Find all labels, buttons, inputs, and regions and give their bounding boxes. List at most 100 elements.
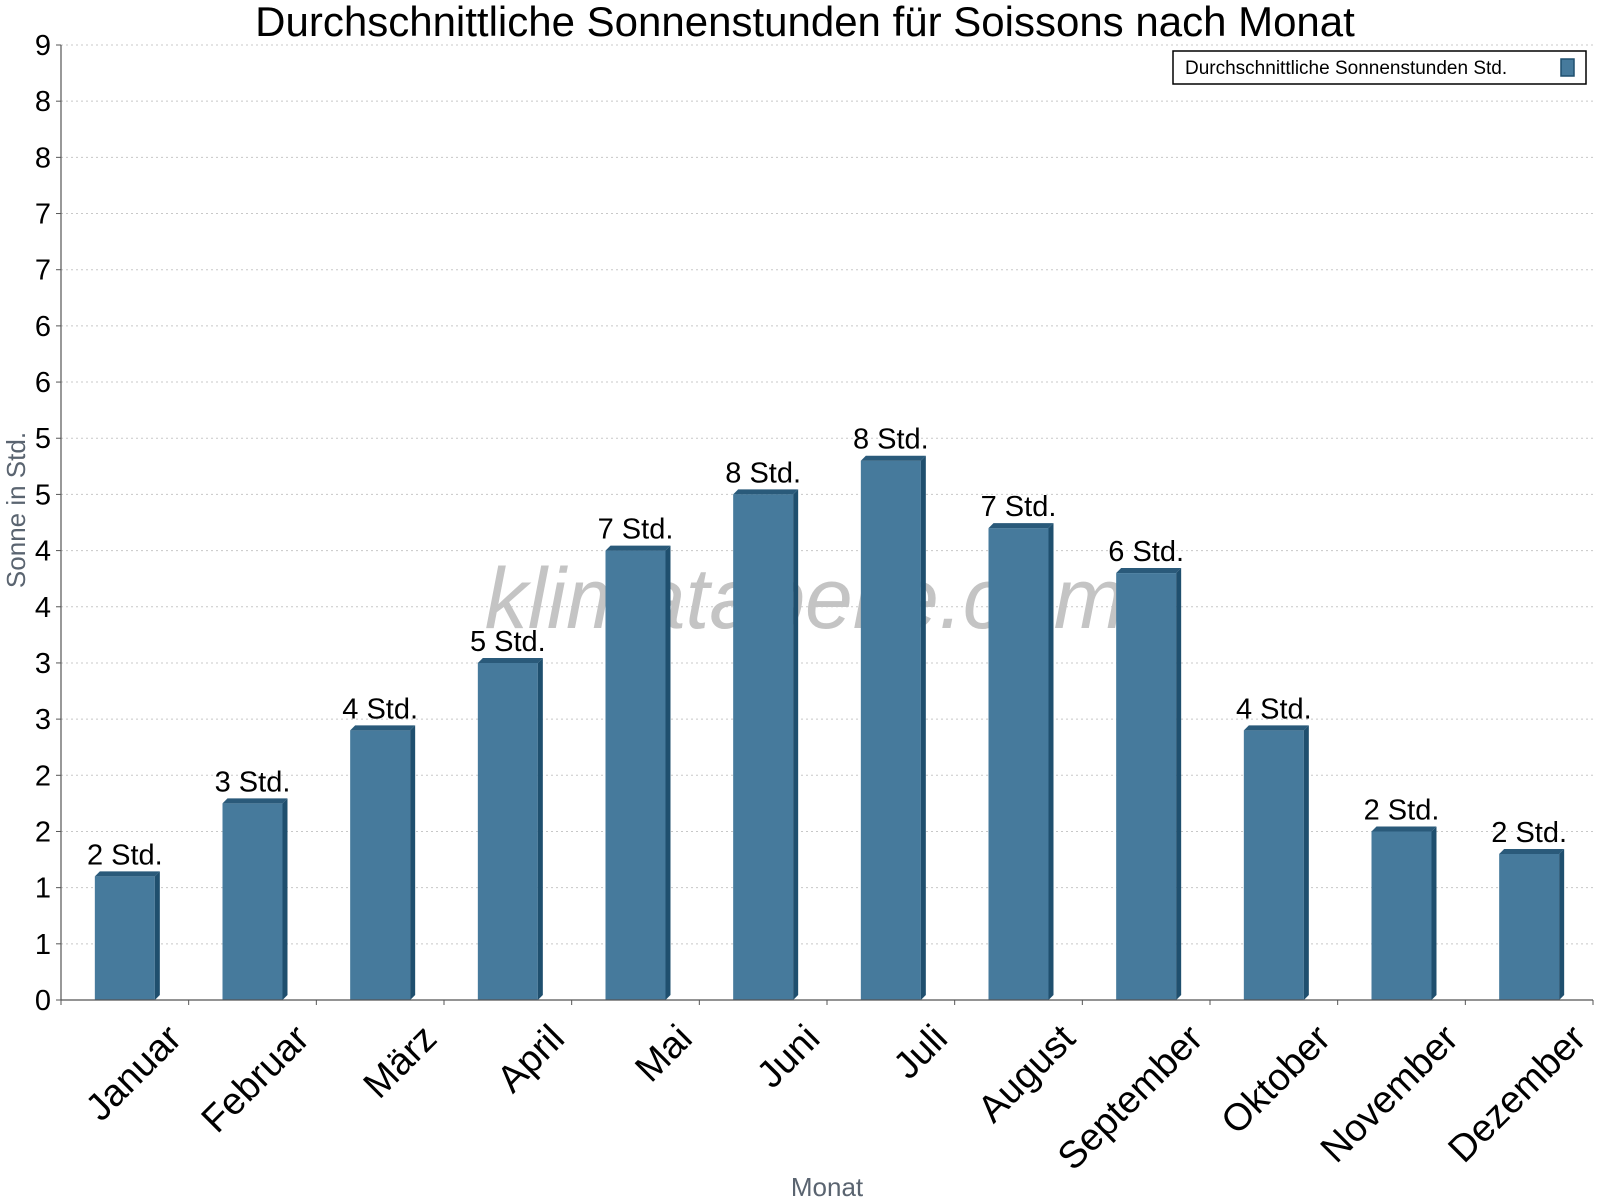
data-label: 5 Std. bbox=[470, 626, 546, 658]
bar-märz bbox=[350, 725, 416, 1000]
bar-top bbox=[1116, 568, 1182, 574]
x-axis-tick-labels: Januar Februar März April Mai Juni Juli AugustS… bbox=[78, 1017, 1594, 1178]
y-tick-label: 1 bbox=[35, 929, 51, 961]
bar-face bbox=[860, 460, 921, 1000]
x-tick-label: März bbox=[356, 1017, 445, 1106]
data-label: 8 Std. bbox=[725, 457, 801, 489]
bar-mai bbox=[605, 545, 671, 1000]
data-label: 3 Std. bbox=[215, 766, 291, 798]
bar-side bbox=[154, 871, 160, 1000]
bar-top bbox=[94, 871, 160, 877]
y-tick-label: 3 bbox=[35, 704, 51, 736]
data-label: 4 Std. bbox=[342, 693, 418, 725]
bar-side bbox=[665, 545, 671, 1000]
bar-juni bbox=[733, 489, 799, 1000]
bar-januar bbox=[94, 871, 160, 1000]
y-tick-label: 0 bbox=[35, 985, 51, 1017]
x-tick-label: April bbox=[489, 1017, 572, 1100]
bar-top bbox=[222, 798, 288, 804]
bar-side bbox=[282, 798, 288, 1000]
y-tick-label: 6 bbox=[35, 367, 51, 399]
bar-side bbox=[920, 455, 926, 1000]
x-tick-label: Juni bbox=[749, 1017, 828, 1096]
legend-box bbox=[1172, 50, 1587, 85]
bar-series bbox=[94, 455, 1565, 1000]
bar-top bbox=[988, 523, 1054, 529]
data-label: 2 Std. bbox=[1364, 794, 1440, 826]
bar-top bbox=[733, 489, 799, 495]
y-tick-label: 4 bbox=[35, 536, 51, 568]
y-tick-label: 7 bbox=[35, 199, 51, 231]
bar-top bbox=[605, 545, 671, 551]
bar-dezember bbox=[1499, 848, 1565, 1000]
x-tick-label: August bbox=[970, 1017, 1084, 1131]
y-tick-label: 6 bbox=[35, 311, 51, 343]
bar-face bbox=[988, 528, 1049, 1000]
y-axis-title: Sonne in Std. bbox=[1, 432, 31, 588]
bar-face bbox=[222, 803, 283, 1000]
bar-side bbox=[1559, 848, 1565, 1000]
bar-november bbox=[1371, 826, 1437, 1000]
bar-juli bbox=[860, 455, 926, 1000]
bar-top bbox=[860, 455, 926, 461]
legend-label: Durchschnittliche Sonnenstunden Std. bbox=[1185, 58, 1507, 79]
bar-side bbox=[410, 725, 416, 1000]
x-tick-label: Dezember bbox=[1441, 1017, 1595, 1171]
y-tick-label: 2 bbox=[35, 760, 51, 792]
bar-top bbox=[1371, 826, 1437, 832]
x-tick-label: Januar bbox=[78, 1017, 190, 1129]
y-tick-label: 2 bbox=[35, 816, 51, 848]
bar-april bbox=[477, 657, 543, 1000]
axes bbox=[56, 44, 1594, 1005]
y-tick-label: 4 bbox=[35, 592, 51, 624]
data-label: 7 Std. bbox=[598, 514, 674, 546]
data-label: 2 Std. bbox=[87, 839, 163, 871]
bar-face bbox=[1243, 730, 1304, 1000]
bar-oktober bbox=[1243, 725, 1309, 1000]
data-label: 6 Std. bbox=[1108, 536, 1184, 568]
y-tick-label: 3 bbox=[35, 648, 51, 680]
bar-face bbox=[605, 550, 666, 1000]
data-label: 8 Std. bbox=[853, 424, 929, 456]
y-tick-label: 1 bbox=[35, 873, 51, 905]
grid-lines bbox=[61, 44, 1593, 945]
bar-side bbox=[1176, 568, 1182, 1000]
bar-face bbox=[1116, 573, 1177, 1000]
bar-side bbox=[1048, 523, 1054, 1000]
x-tick-label: November bbox=[1313, 1017, 1467, 1171]
bar-face bbox=[350, 730, 411, 1000]
y-tick-label: 7 bbox=[35, 255, 51, 287]
bar-februar bbox=[222, 798, 288, 1000]
y-tick-label: 8 bbox=[35, 142, 51, 174]
x-tick-label: Juli bbox=[886, 1017, 956, 1087]
data-label: 4 Std. bbox=[1236, 693, 1312, 725]
x-axis-title: Monat bbox=[791, 1172, 864, 1200]
bar-side bbox=[1303, 725, 1309, 1000]
bar-top bbox=[1499, 848, 1565, 854]
bar-side bbox=[537, 657, 543, 1000]
bar-face bbox=[733, 494, 794, 1000]
legend-swatch bbox=[1560, 58, 1575, 77]
data-label: 7 Std. bbox=[981, 491, 1057, 523]
y-tick-label: 9 bbox=[35, 30, 51, 62]
x-tick-label: Oktober bbox=[1214, 1017, 1340, 1143]
bar-face bbox=[94, 876, 155, 1000]
x-tick-label: Mai bbox=[628, 1017, 701, 1090]
y-tick-label: 5 bbox=[35, 479, 51, 511]
bar-face bbox=[1371, 831, 1432, 1000]
bar-side bbox=[793, 489, 799, 1000]
chart-title: Durchschnittliche Sonnenstunden für Sois… bbox=[255, 0, 1355, 45]
bar-face bbox=[477, 662, 538, 1000]
y-axis-tick-labels: 0 1 1 2 2 3 3 4 4 5 5 6 6 7 7 8 8 9 bbox=[35, 30, 51, 1017]
bar-top bbox=[1243, 725, 1309, 731]
bar-face bbox=[1499, 853, 1560, 1000]
bar-september bbox=[1116, 568, 1182, 1000]
y-tick-label: 8 bbox=[35, 86, 51, 118]
bar-top bbox=[350, 725, 416, 731]
data-label: 2 Std. bbox=[1491, 817, 1567, 849]
bar-top bbox=[477, 657, 543, 663]
x-tick-label: Februar bbox=[194, 1017, 318, 1141]
data-labels: 2 Std. 3 Std. 4 Std. 5 Std. 7 Std. 8 Std. 8 St… bbox=[87, 424, 1567, 872]
legend: Durchschnittliche Sonnenstunden Std. bbox=[1172, 50, 1587, 85]
